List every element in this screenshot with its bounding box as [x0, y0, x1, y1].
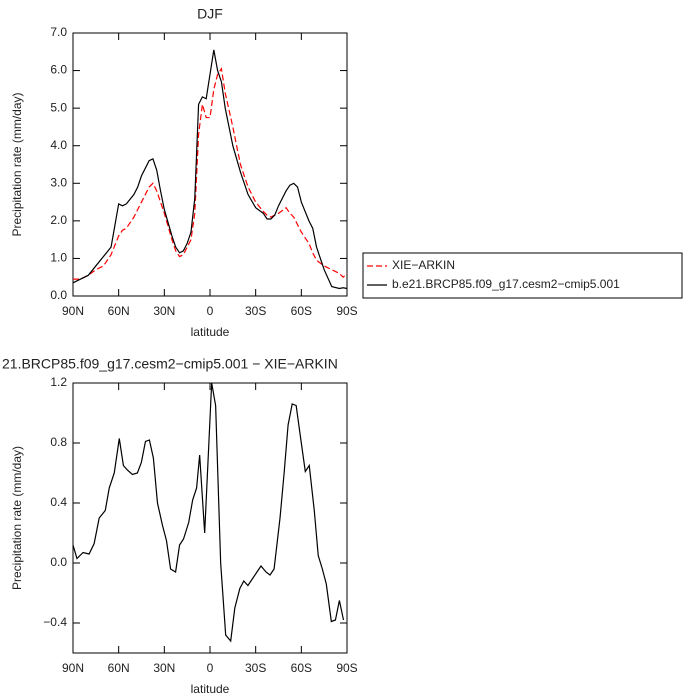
- y-tick-label: 0.4: [50, 495, 67, 509]
- y-tick-label: 3.0: [50, 175, 67, 189]
- y-tick-label: 0.0: [50, 288, 67, 302]
- legend-label: b.e21.BRCP85.f09_g17.cesm2−cmip5.001: [392, 277, 620, 291]
- chart-title: DJF: [197, 6, 223, 22]
- y-tick-label: 5.0: [50, 100, 67, 114]
- legend-label: XIE−ARKIN: [392, 258, 455, 272]
- data-line: [72, 49, 348, 290]
- x-tick-label: 60N: [108, 304, 130, 318]
- x-tick-label: 30S: [245, 661, 266, 675]
- x-tick-label: 60S: [291, 661, 312, 675]
- x-tick-label: 60N: [108, 661, 130, 675]
- x-tick-label: 30S: [245, 304, 266, 318]
- y-tick-label: 6.0: [50, 63, 67, 77]
- y-tick-label: 1.2: [50, 375, 67, 389]
- x-tick-label: 90S: [336, 661, 357, 675]
- x-tick-label: 90N: [62, 661, 84, 675]
- y-axis-label: Precipitation rate (mm/day): [10, 446, 24, 590]
- x-tick-label: 60S: [291, 304, 312, 318]
- y-tick-label: −0.4: [43, 615, 67, 629]
- y-tick-label: 4.0: [50, 138, 67, 152]
- legend-box: [362, 252, 683, 299]
- x-tick-label: 30N: [153, 304, 175, 318]
- x-tick-label: 0: [207, 304, 214, 318]
- x-tick-label: 90S: [336, 304, 357, 318]
- x-tick-label: 30N: [153, 661, 175, 675]
- x-tick-label: 0: [207, 661, 214, 675]
- x-axis-label: latitude: [191, 682, 230, 696]
- y-tick-label: 2.0: [50, 213, 67, 227]
- y-tick-label: 7.0: [50, 25, 67, 39]
- x-tick-label: 90N: [62, 304, 84, 318]
- data-line: [72, 382, 345, 643]
- data-line: [73, 67, 348, 280]
- chart-title: 21.BRCP85.f09_g17.cesm2−cmip5.001 − XIE−…: [2, 356, 338, 372]
- y-tick-label: 0.0: [50, 555, 67, 569]
- x-axis-label: latitude: [191, 325, 230, 339]
- y-tick-label: 1.0: [50, 251, 67, 265]
- y-axis-label: Precipitation rate (mm/day): [10, 92, 24, 236]
- y-tick-label: 0.8: [50, 435, 67, 449]
